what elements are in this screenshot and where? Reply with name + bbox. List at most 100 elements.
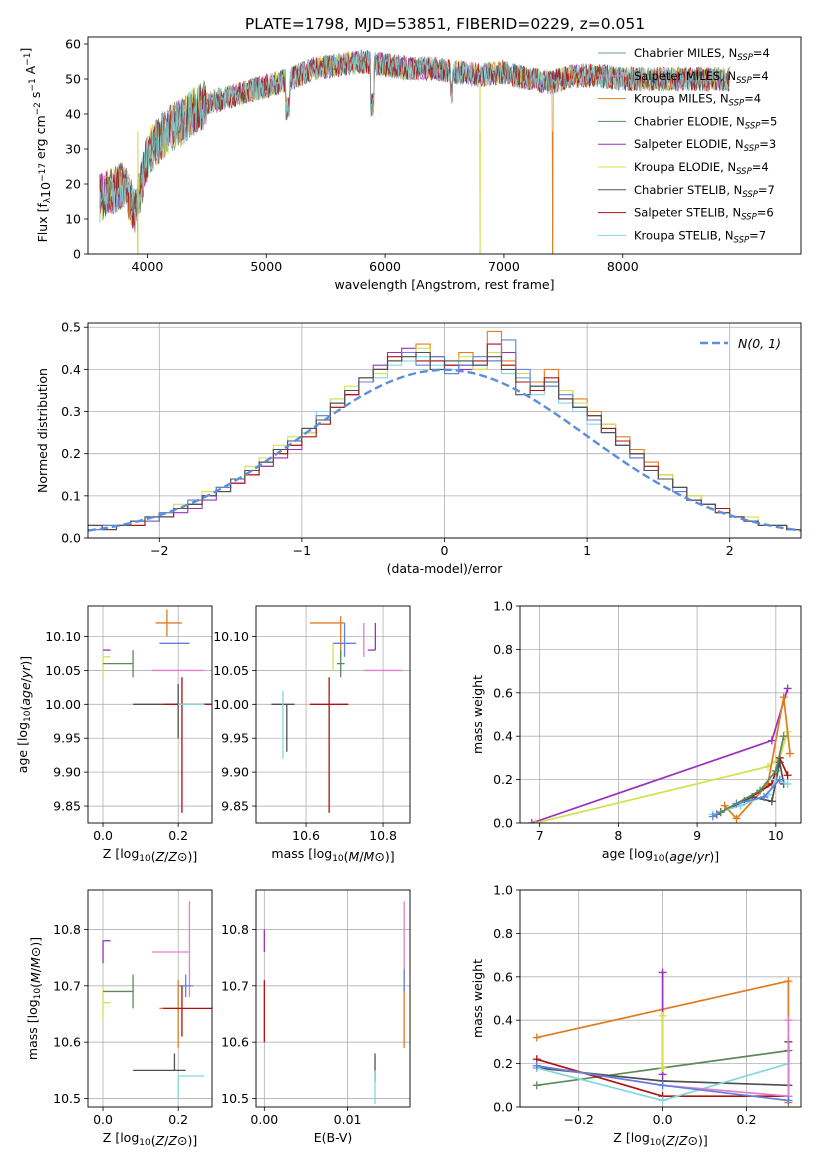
age-vs-mass-ytick-label: 10.10 [213, 629, 249, 644]
legend-label: Salpeter STELIB, NSSP=6 [634, 206, 774, 223]
age-vs-z-xlabel: Z [log10(Z/Z⊙)] [103, 846, 197, 864]
residuals-ytick-label: 0.1 [61, 488, 81, 503]
age-vs-mass-xtick-label: 10.6 [292, 828, 320, 843]
mass-vs-ebv-ytick-label: 10.5 [221, 1091, 249, 1106]
mass-vs-z-point-8 [163, 985, 212, 1037]
mass-weight-vs-age-series-1 [535, 731, 789, 823]
spectrum-xlabel: wavelength [Angstrom, rest frame] [334, 277, 554, 292]
mass-weight-vs-z-xlabel-part: 10 [650, 1138, 662, 1148]
age-vs-z-ytick-label: 9.95 [53, 731, 81, 746]
age-vs-z-xlabel-part: Z [log [103, 846, 139, 861]
mass-weight-vs-age-xlabel-part: ( [664, 849, 669, 864]
legend-label-sub: SSP [742, 190, 758, 200]
mass-weight-vs-age-ytick-label: 0.6 [493, 685, 513, 700]
residuals-xtick-label: 1 [583, 543, 591, 558]
spectrum-series-8 [99, 49, 730, 232]
legend-label: Chabrier ELODIE, NSSP=5 [634, 114, 777, 131]
normal-legend-label: N(0, 1) [738, 336, 781, 351]
mass-weight-vs-z-ytick-label: 0.2 [493, 1056, 513, 1071]
mass-weight-vs-z-marker [532, 1033, 541, 1042]
mass-weight-vs-z-ytick-label: 1.0 [493, 883, 513, 898]
residuals-ylabel: Normed distribution [35, 368, 50, 493]
spectrum-frame [87, 36, 802, 255]
mass-vs-z-ylabel-part: )] [28, 937, 43, 947]
mass-weight-vs-age-marker [756, 786, 765, 795]
mass-vs-ebv-ytick-label: 10.6 [221, 1035, 249, 1050]
mass-vs-z-xlabel: Z [log10(Z/Z⊙)] [103, 1130, 197, 1148]
residuals-xtick-label: 0 [441, 543, 449, 558]
legend-label-tail: =7 [749, 228, 766, 242]
mass-vs-ebv-xlabel: E(B-V) [314, 1130, 353, 1145]
age-vs-z-ylabel-part: 10 [23, 710, 33, 722]
age-vs-z-ylabel: age [log10(age/yr)] [15, 656, 33, 773]
mass-weight-vs-age-ylabel: mass weight [470, 675, 485, 754]
spectrum-xtick-label: 7000 [488, 259, 520, 274]
mass-weight-vs-z-ytick-label: 0.0 [493, 1100, 513, 1115]
mass-weight-vs-z-xlabel-part: ( [661, 1133, 666, 1148]
mass-vs-z-ytick-label: 10.8 [53, 922, 81, 937]
mass-weight-vs-age-marker [779, 732, 788, 741]
age-vs-z-xlabel-part: ⊙ [177, 849, 187, 864]
spectrum-ylabel-part: erg cm [33, 115, 48, 163]
legend-label-sub: SSP [737, 53, 753, 63]
age-vs-mass-xlabel-part: ⊙ [374, 849, 384, 864]
age-vs-z-ylabel-part: ( [18, 706, 33, 711]
mass-weight-vs-age-marker [531, 819, 540, 823]
age-vs-z-xlabel-part: Z [155, 849, 165, 864]
spectrum-ytick-label: 30 [65, 142, 81, 157]
age-vs-mass-xlabel-part: M [349, 849, 360, 864]
mass-weight-vs-age-marker [775, 775, 784, 784]
residuals-ytick-label: 0.2 [61, 446, 81, 461]
spectrum-ylabel-part: s [28, 92, 43, 103]
spectrum-ylabel: Flux [fλ10−17 erg cm−2 s−1 A−1] [18, 48, 53, 243]
legend-label-tail: =4 [744, 92, 761, 106]
mass-weight-vs-age-xlabel-part: 10 [653, 854, 665, 864]
age-vs-mass-point-7 [336, 650, 345, 678]
legend-label-sub: SSP [736, 167, 752, 177]
legend-label-name: Chabrier STELIB, N [634, 183, 742, 197]
legend-label-name: Salpeter MILES, N [634, 69, 736, 83]
mass-weight-vs-age-xtick-label: 9 [693, 828, 701, 843]
legend-label-tail: =5 [760, 114, 777, 128]
legend-label-name: Kroupa STELIB, N [634, 228, 734, 242]
mass-weight-vs-age-marker [716, 808, 725, 817]
age-vs-z-ytick-label: 9.90 [53, 765, 81, 780]
legend-label-name: Salpeter STELIB, N [634, 206, 741, 220]
mass-vs-z-xtick-label: 0.0 [93, 1112, 113, 1127]
legend-label-name: Kroupa ELODIE, N [634, 160, 736, 174]
age-vs-z-xlabel-part: ( [151, 849, 156, 864]
mass-weight-vs-age-marker [785, 749, 794, 758]
age-vs-mass-xlabel-part: / [359, 849, 364, 864]
mass-weight-vs-z-marker [784, 1016, 793, 1025]
mass-weight-vs-age-xlabel-part: )] [709, 849, 719, 864]
mass-weight-vs-z-frame [519, 889, 802, 1108]
mass-weight-vs-z-xlabel-part: / [675, 1133, 680, 1148]
legend-label-sub: SSP [736, 76, 752, 86]
legend-label-tail: =7 [758, 183, 775, 197]
mass-weight-vs-z-xlabel-part: )] [698, 1133, 708, 1148]
mass-vs-z-point-10 [177, 1075, 205, 1099]
mass-vs-z-ylabel: mass [log10(M/M⊙)] [25, 937, 43, 1060]
mass-vs-z-xlabel-part: / [164, 1133, 169, 1148]
mass-vs-z-ylabel-part: 10 [33, 988, 43, 1000]
age-vs-z-xlabel-part: )] [187, 849, 197, 864]
legend-label-sub: SSP [734, 235, 750, 245]
chart-layer: 4000 5000 6000 7000 80000102030405060wavelen… [15, 36, 802, 1148]
age-vs-z-ytick-label: 10.10 [45, 629, 81, 644]
spectrum-ylabel-part: 10 [38, 182, 53, 198]
mass-vs-z-point-6 [178, 974, 194, 998]
mass-vs-ebv-plot-area [263, 901, 405, 1105]
age-vs-mass-point-4 [367, 622, 377, 651]
age-vs-z-ytick-label: 10.05 [45, 663, 81, 678]
mass-vs-z-ytick-label: 10.5 [53, 1091, 81, 1106]
legend-label-tail: =3 [759, 137, 776, 151]
mass-vs-z-ytick-label: 10.6 [53, 1035, 81, 1050]
legend-label-sub: SSP [744, 144, 760, 154]
mass-vs-z-ylabel-part: ( [28, 983, 43, 988]
spectrum-ylabel-part: −1 [28, 78, 38, 91]
age-vs-mass-ytick-label: 10.05 [213, 663, 249, 678]
mass-vs-ebv-ytick-label: 10.7 [221, 978, 249, 993]
mass-vs-z-ylabel-part: mass [log [25, 999, 40, 1060]
spectrum-ytick-label: 60 [65, 37, 81, 52]
mass-weight-vs-age-marker [783, 771, 792, 780]
